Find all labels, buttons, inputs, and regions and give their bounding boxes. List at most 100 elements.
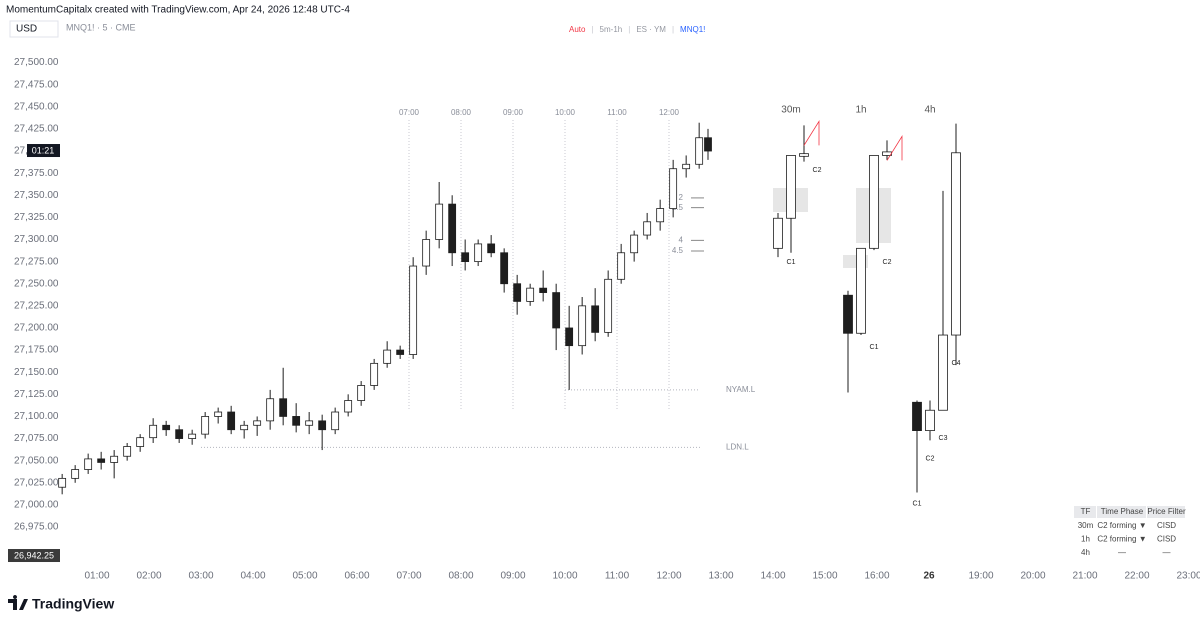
candle-body bbox=[292, 416, 301, 426]
htf-candle-label: C1 bbox=[787, 259, 796, 266]
x-tick-label: 05:00 bbox=[292, 571, 317, 582]
htf-candle-label: C2 bbox=[883, 259, 892, 266]
candle-body bbox=[188, 433, 197, 439]
candle-body bbox=[71, 469, 80, 479]
candle-body bbox=[552, 292, 561, 329]
htf-candle-label: C4 bbox=[952, 360, 961, 367]
level-label: NYAM.L bbox=[726, 385, 756, 394]
candle-body bbox=[912, 401, 922, 431]
candle-body bbox=[565, 327, 574, 347]
x-tick-label: 02:00 bbox=[136, 571, 161, 582]
candle-body bbox=[869, 155, 879, 249]
candle-body bbox=[704, 137, 712, 152]
indicator-legend-item: ES · YM bbox=[636, 25, 666, 34]
y-tick-label: 27,025.00 bbox=[14, 477, 59, 488]
candle-body bbox=[97, 458, 106, 463]
x-tick-label: 08:00 bbox=[448, 571, 473, 582]
candle-body bbox=[175, 429, 184, 439]
brand-name: TradingView bbox=[32, 596, 114, 612]
htf-candle-label: C1 bbox=[870, 344, 879, 351]
x-tick-label: 12:00 bbox=[656, 571, 681, 582]
indicator-legend-item: | bbox=[628, 25, 630, 34]
candle-body bbox=[305, 420, 314, 426]
candle-body bbox=[856, 247, 866, 334]
candle-body bbox=[318, 420, 327, 431]
candle-body bbox=[786, 155, 796, 219]
candle-body bbox=[951, 152, 961, 336]
candle-body bbox=[370, 362, 379, 386]
candle-body bbox=[843, 294, 853, 334]
table-header: TF bbox=[1081, 507, 1091, 516]
y-tick-label: 27,500.00 bbox=[14, 57, 59, 68]
candle-body bbox=[526, 287, 535, 302]
candle-body bbox=[656, 208, 665, 223]
y-tick-label: 27,150.00 bbox=[14, 367, 59, 378]
htf-candle-label: C2 bbox=[926, 455, 935, 462]
candle-body bbox=[461, 252, 470, 263]
table-cell: — bbox=[1118, 548, 1126, 557]
target-label: 2.5 bbox=[672, 203, 684, 212]
candle-body bbox=[682, 163, 691, 170]
htf-title: 30m bbox=[781, 105, 800, 116]
y-tick-label: 27,275.00 bbox=[14, 256, 59, 267]
x-tick-label: 16:00 bbox=[864, 571, 889, 582]
candle-body bbox=[279, 398, 288, 417]
y-tick-label: 27,425.00 bbox=[14, 124, 59, 135]
y-tick-label: 27,175.00 bbox=[14, 345, 59, 356]
y-tick-label: 27,250.00 bbox=[14, 278, 59, 289]
candle-body bbox=[227, 411, 236, 431]
candle-body bbox=[383, 349, 392, 364]
candle-body bbox=[201, 416, 210, 435]
brand-logo: TradingView bbox=[8, 595, 114, 612]
indicator-legend-item: MNQ1! bbox=[680, 25, 705, 34]
candle-body bbox=[162, 424, 171, 431]
candle-body bbox=[149, 424, 158, 439]
candle-body bbox=[617, 252, 626, 280]
y-tick-label: 27,325.00 bbox=[14, 212, 59, 223]
candle-body bbox=[773, 217, 783, 249]
candle-body bbox=[357, 385, 366, 401]
table-cell: CISD bbox=[1157, 535, 1176, 544]
target-label: 2 bbox=[679, 193, 684, 202]
x-tick-label: 14:00 bbox=[760, 571, 785, 582]
candle-body bbox=[266, 398, 275, 422]
candle-body bbox=[123, 446, 132, 457]
session-label: 12:00 bbox=[659, 108, 680, 117]
candle-body bbox=[604, 278, 613, 333]
htf-sweep-line bbox=[886, 135, 903, 161]
candle-body bbox=[344, 400, 353, 413]
candle-body bbox=[58, 477, 67, 488]
currency-box bbox=[9, 20, 59, 38]
table-cell: — bbox=[1163, 548, 1171, 557]
candle-body bbox=[591, 305, 600, 333]
candle-body bbox=[578, 305, 587, 347]
candle-body bbox=[938, 334, 948, 411]
candle-body bbox=[409, 265, 418, 355]
y-tick-label: 27,000.00 bbox=[14, 500, 59, 511]
candle-body bbox=[448, 203, 457, 254]
currency: USD bbox=[16, 24, 37, 35]
level-label: LDN.L bbox=[726, 443, 749, 452]
candle-body bbox=[136, 437, 145, 447]
y-tick-label: 27,350.00 bbox=[14, 190, 59, 201]
indicator-legend-item: Auto bbox=[569, 25, 586, 34]
table-header-cell bbox=[1097, 506, 1146, 518]
candle-body bbox=[435, 203, 444, 240]
y-tick-label: 27,125.00 bbox=[14, 389, 59, 400]
candle-body bbox=[500, 252, 509, 285]
candle-body bbox=[214, 411, 223, 417]
session-label: 08:00 bbox=[451, 108, 472, 117]
candle-body bbox=[513, 283, 522, 302]
candle-body bbox=[695, 137, 704, 165]
x-tick-label: 22:00 bbox=[1124, 571, 1149, 582]
table-header-cell bbox=[1147, 506, 1185, 518]
candle-body bbox=[396, 349, 405, 355]
candle-body bbox=[799, 153, 809, 157]
candle-body bbox=[110, 455, 119, 463]
y-tick-label: 27,450.00 bbox=[14, 101, 59, 112]
candle-body bbox=[331, 411, 340, 431]
table-cell: 4h bbox=[1081, 548, 1090, 557]
table-cell: C2 forming ▼ bbox=[1097, 535, 1146, 544]
session-label: 11:00 bbox=[607, 108, 627, 117]
